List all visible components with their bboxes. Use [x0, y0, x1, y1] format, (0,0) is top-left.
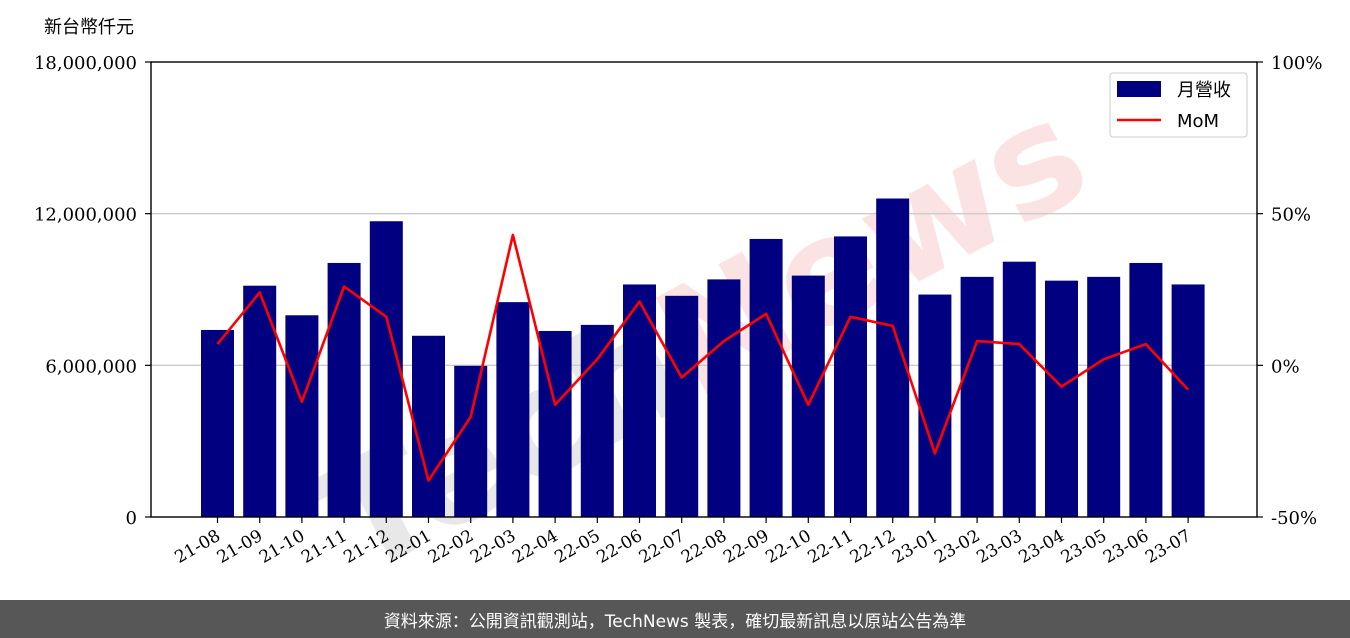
- x-tick-label: 23-02: [931, 526, 983, 568]
- x-axis: 21-0821-0921-1021-1121-1222-0122-0222-03…: [172, 517, 1195, 568]
- plot-frame: [150, 61, 1258, 518]
- x-tick-label: 21-08: [172, 526, 224, 568]
- bar-22-03: [496, 302, 530, 517]
- legend-line-label: MoM: [1177, 111, 1219, 132]
- x-tick-label: 21-11: [298, 526, 350, 568]
- x-tick-label: 23-01: [889, 526, 941, 568]
- bar-21-08: [201, 329, 234, 517]
- plot-border: [150, 61, 1258, 518]
- x-tick-label: 23-05: [1058, 526, 1110, 568]
- y-right-tick-label: 50%: [1271, 205, 1311, 226]
- y-left-tick-label: 18,000,000: [34, 53, 137, 74]
- legend: 月營收 MoM: [1109, 72, 1248, 138]
- x-tick-label: 23-04: [1016, 526, 1068, 568]
- bar-series: [201, 198, 1205, 517]
- bar-22-05: [580, 324, 614, 517]
- x-tick-label: 23-06: [1100, 526, 1152, 568]
- bar-21-12: [369, 221, 403, 517]
- bar-22-09: [749, 238, 783, 517]
- mom-line: [216, 233, 1190, 482]
- bar-23-07: [1171, 284, 1205, 517]
- x-tick-label: 23-07: [1142, 526, 1194, 568]
- x-tick-label: 22-10: [762, 526, 814, 568]
- y-axis-unit-label: 新台幣仟元: [44, 17, 134, 38]
- y-left-tick-label: 0: [126, 508, 137, 529]
- x-tick-label: 22-07: [636, 526, 688, 568]
- y-right-tick-label: 100%: [1271, 53, 1322, 74]
- bar-22-02: [454, 365, 488, 517]
- y-right-tick-label: -50%: [1271, 508, 1317, 529]
- y-axis-right: -50% 0% 50% 100%: [1257, 53, 1322, 529]
- bar-23-04: [1045, 280, 1078, 517]
- x-tick-label: 21-09: [214, 526, 266, 568]
- y-left-tick-label: 12,000,000: [34, 205, 137, 226]
- x-tick-label: 22-05: [551, 526, 603, 568]
- bar-21-11: [327, 262, 361, 517]
- x-tick-label: 21-10: [256, 526, 308, 568]
- mom-line-series: [216, 233, 1190, 482]
- y-axis-left: 0 6,000,000 12,000,000 18,000,000: [34, 53, 151, 529]
- bar-22-10: [791, 275, 825, 517]
- bar-22-07: [665, 295, 699, 517]
- legend-bar-swatch: [1117, 81, 1161, 97]
- bar-23-05: [1087, 276, 1121, 517]
- bar-22-08: [707, 279, 741, 517]
- bar-23-03: [1002, 261, 1036, 517]
- y-left-tick-label: 6,000,000: [45, 356, 137, 377]
- chart: TechNews 06,000,00012,000,00018,000,000 …: [34, 17, 1323, 600]
- bar-23-06: [1129, 262, 1163, 517]
- x-tick-label: 22-06: [594, 526, 646, 568]
- y-right-tick-label: 0%: [1271, 356, 1300, 377]
- x-tick-label: 22-09: [720, 526, 772, 568]
- x-tick-label: 23-03: [973, 526, 1025, 568]
- bar-22-11: [834, 236, 867, 517]
- bar-22-01: [412, 335, 445, 517]
- bar-21-10: [285, 315, 319, 517]
- bar-23-02: [960, 276, 994, 517]
- x-tick-label: 22-08: [678, 526, 730, 568]
- x-tick-label: 22-12: [847, 526, 899, 568]
- legend-bar-label: 月營收: [1177, 80, 1231, 101]
- source-footer: 資料來源：公開資訊觀測站，TechNews 製表，確切最新訊息以原站公告為準: [0, 600, 1350, 638]
- bar-23-01: [918, 294, 952, 517]
- x-tick-label: 22-11: [805, 526, 857, 568]
